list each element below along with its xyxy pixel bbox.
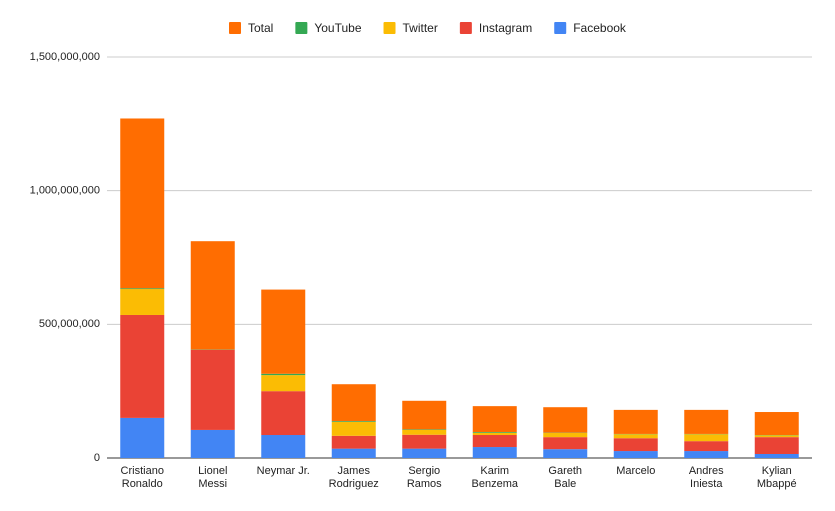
bar-segment	[120, 314, 165, 418]
bar-segment	[402, 448, 447, 458]
x-tick-label: Andres Iniesta	[689, 465, 724, 490]
x-tick-label: Lionel Messi	[198, 465, 227, 490]
x-tick-label: Neymar Jr.	[257, 465, 310, 477]
bar-segment	[331, 435, 376, 449]
bar-segment	[472, 447, 517, 458]
bar-segment	[684, 434, 729, 442]
bar-segment	[190, 349, 235, 430]
x-tick-label: Karim Benzema	[472, 465, 519, 490]
bar-segment	[402, 429, 447, 430]
bar-segment	[754, 412, 799, 436]
legend-swatch	[459, 22, 472, 34]
bar-segment	[120, 289, 165, 315]
bar-segment	[543, 432, 588, 438]
bar-segment	[754, 453, 799, 458]
y-tick-label: 500,000,000	[39, 318, 100, 330]
bar-segment	[613, 409, 658, 434]
bar-segment	[261, 391, 306, 436]
bar-segment	[261, 373, 306, 376]
bar-segment	[402, 434, 447, 449]
x-tick-label: Sergio Ramos	[407, 465, 442, 490]
bar-segment	[120, 417, 165, 458]
y-tick-label: 1,000,000,000	[30, 185, 100, 197]
bar-segment	[261, 435, 306, 458]
bar-segment	[543, 449, 588, 458]
bar-segment	[613, 451, 658, 458]
legend-swatch	[295, 22, 308, 34]
bar-segment	[754, 437, 799, 454]
bar-segment	[754, 435, 799, 438]
legend-label: Twitter	[403, 21, 438, 35]
bar-segment	[684, 441, 729, 452]
bar-segment	[543, 407, 588, 433]
bar-segment	[190, 429, 235, 458]
bar-segment	[331, 421, 376, 422]
legend-swatch	[383, 22, 396, 34]
legend-label: Facebook	[573, 21, 627, 35]
x-tick-label: Cristiano Ronaldo	[121, 465, 164, 490]
bar-segment	[613, 434, 658, 439]
bar-segment	[613, 438, 658, 452]
y-tick-label: 1,500,000,000	[30, 51, 100, 63]
bar-segment	[120, 118, 165, 289]
bar-segment	[402, 400, 447, 430]
legend-swatch	[554, 22, 567, 34]
x-tick-label: Gareth Bale	[548, 465, 582, 490]
bar-segment	[684, 451, 729, 458]
x-tick-label: Marcelo	[616, 465, 655, 477]
bar-segment	[190, 241, 235, 350]
bar-segment	[261, 289, 306, 374]
legend-label: Total	[248, 21, 273, 35]
bar-segment	[472, 406, 517, 433]
bar-segment	[684, 409, 729, 434]
x-tick-label: Kylian Mbappé	[757, 465, 797, 490]
legend-label: Instagram	[479, 21, 532, 35]
bar-segment	[472, 435, 517, 448]
legend-swatch	[229, 22, 241, 34]
y-tick-label: 0	[94, 452, 100, 464]
bar-segment	[120, 288, 165, 290]
bar-segment	[543, 437, 588, 450]
bar-segment	[331, 384, 376, 422]
bar-segment	[331, 448, 376, 458]
bar-segment	[472, 432, 517, 436]
bar-segment	[261, 375, 306, 392]
legend-label: YouTube	[314, 21, 361, 35]
x-tick-label: James Rodriguez	[329, 465, 379, 490]
bar-segment	[472, 432, 517, 433]
bar-segment	[331, 421, 376, 436]
bar-segment	[402, 429, 447, 435]
